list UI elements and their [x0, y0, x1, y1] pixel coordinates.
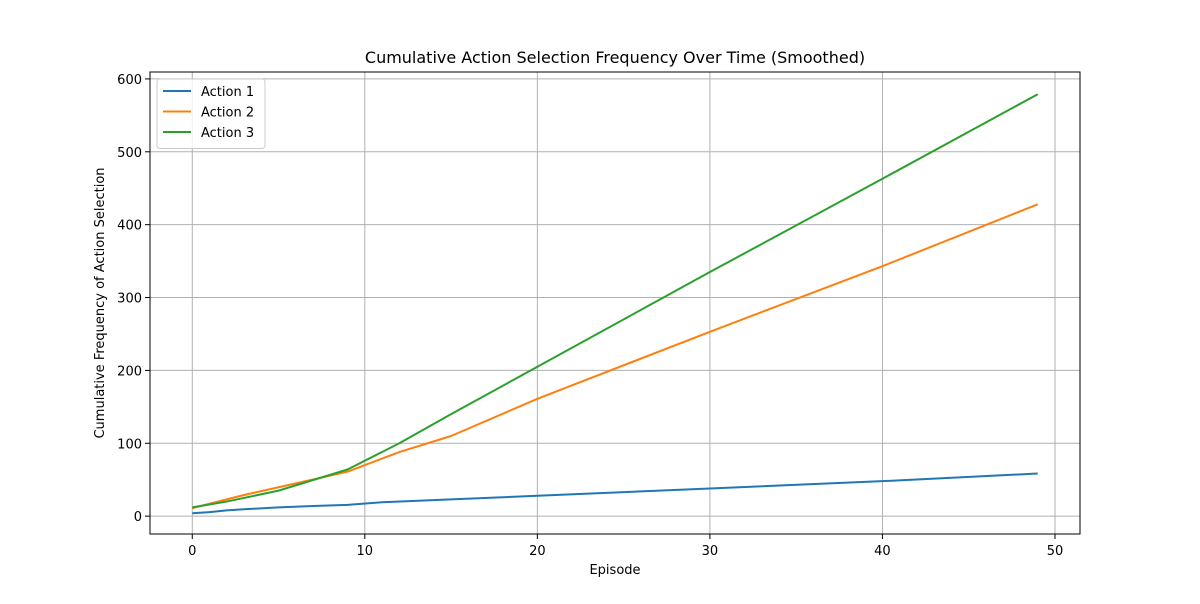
- y-tick-label: 600: [117, 73, 142, 88]
- chart-title: Cumulative Action Selection Frequency Ov…: [365, 48, 865, 67]
- legend-label: Action 1: [201, 85, 254, 100]
- x-tick-label: 30: [702, 544, 719, 559]
- y-tick-label: 500: [117, 146, 142, 161]
- series-line-action-1: [192, 472, 1038, 515]
- y-tick-label: 100: [117, 437, 142, 452]
- x-tick-label: 50: [1047, 544, 1064, 559]
- x-tick-label: 10: [357, 544, 374, 559]
- y-tick-label: 400: [117, 219, 142, 234]
- y-axis-title: Cumulative Frequency of Action Selection: [93, 167, 108, 438]
- x-tick-label: 40: [874, 544, 891, 559]
- legend: Action 1 Action 2 Action 3: [156, 78, 266, 149]
- x-axis-title: Episode: [589, 563, 640, 578]
- y-tick-label: 300: [117, 292, 142, 307]
- legend-label: Action 2: [201, 106, 254, 121]
- y-tick-label: 0: [134, 510, 142, 525]
- grid-layer: [150, 72, 1080, 534]
- series-line-action-2: [192, 203, 1039, 510]
- axes-frame: [149, 71, 1081, 535]
- y-tick-label: 200: [117, 364, 142, 379]
- series-layer: [192, 93, 1039, 515]
- x-tick-label: 20: [529, 544, 546, 559]
- series-line-action-3: [192, 93, 1039, 509]
- x-tick-label: 0: [188, 544, 196, 559]
- legend-label: Action 3: [201, 126, 254, 141]
